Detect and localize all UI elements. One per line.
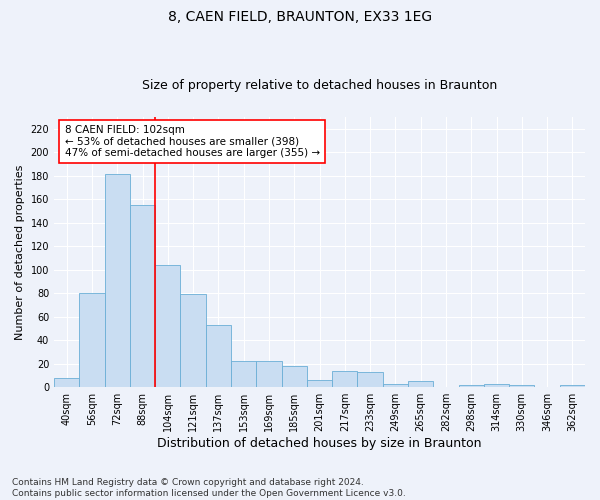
Bar — [560, 385, 585, 387]
Bar — [458, 385, 484, 387]
Bar — [231, 362, 256, 387]
Y-axis label: Number of detached properties: Number of detached properties — [15, 164, 25, 340]
Text: 8, CAEN FIELD, BRAUNTON, EX33 1EG: 8, CAEN FIELD, BRAUNTON, EX33 1EG — [168, 10, 432, 24]
X-axis label: Distribution of detached houses by size in Braunton: Distribution of detached houses by size … — [157, 437, 482, 450]
Bar — [130, 205, 155, 387]
Bar — [256, 362, 281, 387]
Bar — [79, 293, 104, 387]
Text: 8 CAEN FIELD: 102sqm
← 53% of detached houses are smaller (398)
47% of semi-deta: 8 CAEN FIELD: 102sqm ← 53% of detached h… — [65, 125, 320, 158]
Title: Size of property relative to detached houses in Braunton: Size of property relative to detached ho… — [142, 79, 497, 92]
Bar — [484, 384, 509, 387]
Bar — [408, 382, 433, 387]
Bar — [155, 265, 181, 387]
Text: Contains HM Land Registry data © Crown copyright and database right 2024.
Contai: Contains HM Land Registry data © Crown c… — [12, 478, 406, 498]
Bar — [383, 384, 408, 387]
Bar — [281, 366, 307, 387]
Bar — [104, 174, 130, 387]
Bar — [54, 378, 79, 387]
Bar — [358, 372, 383, 387]
Bar — [307, 380, 332, 387]
Bar — [206, 325, 231, 387]
Bar — [509, 385, 535, 387]
Bar — [332, 370, 358, 387]
Bar — [181, 294, 206, 387]
